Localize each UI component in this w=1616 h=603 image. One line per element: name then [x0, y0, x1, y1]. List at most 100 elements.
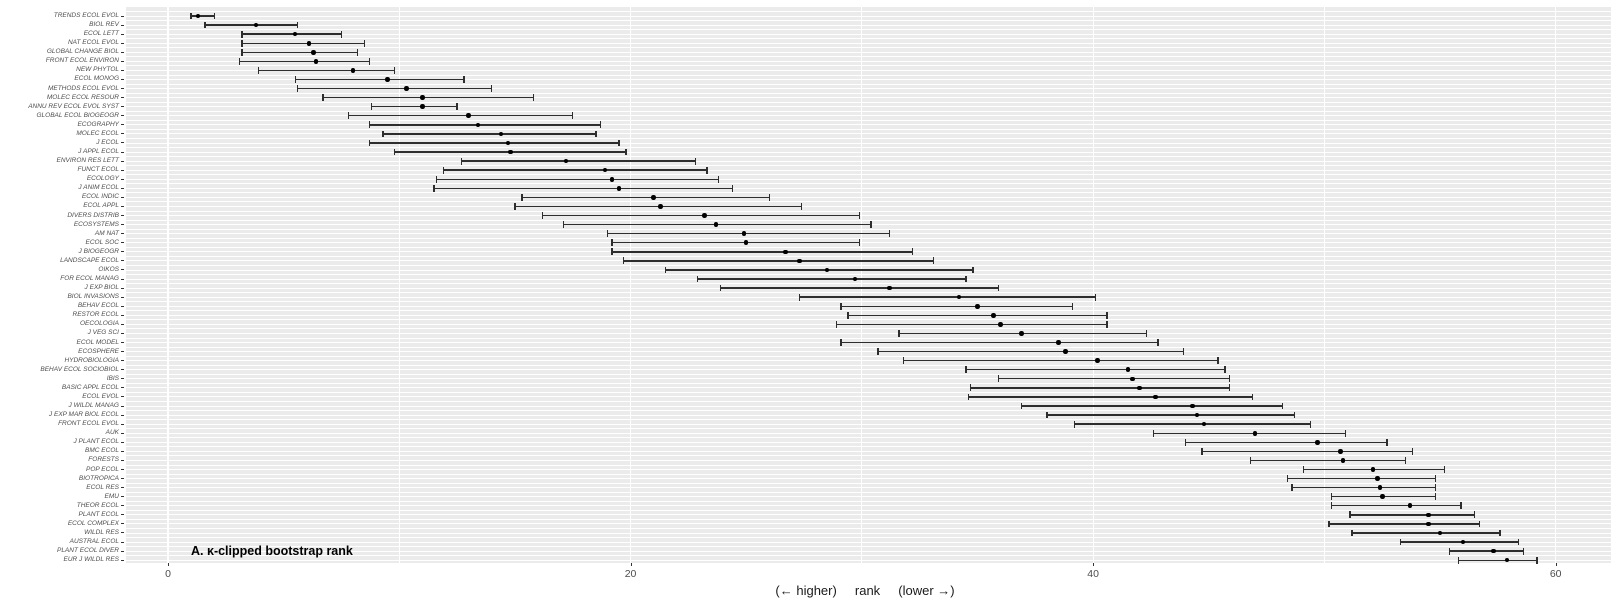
ci-cap-upper: [1094, 293, 1097, 301]
h-gridline: [126, 382, 1611, 384]
h-gridline: [126, 60, 1611, 62]
ci-interval-line: [436, 178, 719, 180]
x-axis-title-gap: [880, 583, 898, 598]
y-tick-mark: [121, 251, 124, 253]
h-gridline: [126, 101, 1611, 103]
h-gridline: [126, 546, 1611, 548]
ci-cap-upper: [997, 284, 999, 292]
h-gridline: [126, 364, 1611, 366]
y-axis-label: ECOL SOC: [85, 238, 119, 246]
y-axis-label: BMC ECOL: [85, 447, 119, 455]
h-gridline: [126, 42, 1611, 44]
rank-point: [1426, 512, 1431, 518]
ci-cap-upper: [1434, 484, 1437, 492]
ci-cap-lower: [1448, 547, 1450, 555]
h-gridline: [126, 137, 1611, 139]
ci-cap-upper: [706, 166, 708, 174]
rank-point: [602, 167, 608, 173]
h-gridline: [126, 537, 1611, 538]
x-tick-mark: [630, 562, 632, 566]
y-axis-label: J ECOL: [96, 138, 119, 146]
x-tick-mark: [1093, 562, 1095, 566]
rank-point: [658, 204, 663, 209]
h-gridline: [126, 196, 1611, 198]
rank-point: [998, 322, 1003, 327]
ci-cap-upper: [572, 112, 574, 120]
h-gridline: [126, 401, 1611, 402]
ci-cap-lower: [997, 375, 999, 383]
ci-cap-upper: [972, 266, 974, 274]
ci-interval-line: [443, 169, 707, 171]
y-tick-mark: [121, 178, 124, 180]
ci-interval-line: [878, 350, 1184, 353]
y-axis-label: ECOL INDIC: [81, 193, 119, 201]
h-gridline: [126, 97, 1611, 99]
v-gridline-minor: [1324, 6, 1325, 563]
rank-point: [991, 313, 996, 318]
ci-interval-line: [369, 142, 619, 144]
rank-point: [824, 267, 830, 273]
rank-point: [313, 59, 319, 64]
y-axis-label: AUSTRAL ECOL: [69, 538, 119, 546]
ci-cap-upper: [618, 139, 620, 147]
y-axis-label: BASIC APPL ECOL: [61, 383, 119, 391]
h-gridline: [126, 242, 1611, 244]
ci-cap-lower: [1046, 411, 1048, 419]
ci-interval-line: [322, 96, 534, 99]
rank-point: [1125, 367, 1131, 373]
ci-cap-upper: [532, 94, 535, 102]
ci-cap-upper: [1217, 357, 1219, 365]
y-axis-label: NAT ECOL EVOL: [67, 39, 119, 47]
ci-cap-lower: [562, 221, 565, 228]
h-gridline: [126, 6, 1611, 8]
h-gridline: [126, 119, 1611, 121]
y-axis-label: DIVERS DISTRIB: [67, 211, 119, 219]
ci-cap-upper: [356, 48, 359, 56]
x-tick-label: 60: [1549, 567, 1562, 580]
h-gridline: [126, 33, 1611, 35]
rank-point: [1190, 403, 1195, 409]
rank-point: [498, 131, 504, 137]
rank-point: [403, 86, 409, 91]
h-gridline: [126, 147, 1611, 148]
y-tick-mark: [121, 133, 124, 135]
h-gridline: [126, 396, 1611, 398]
rank-point: [1063, 349, 1068, 354]
ci-cap-lower: [1328, 520, 1330, 528]
rank-point: [306, 40, 312, 46]
ci-cap-lower: [1201, 447, 1203, 455]
rank-point: [292, 31, 298, 37]
ci-interval-line: [1046, 414, 1295, 416]
ci-cap-upper: [694, 157, 696, 165]
h-gridline: [126, 555, 1611, 557]
ci-interval-line: [836, 323, 1107, 326]
y-axis-label: MOLEC ECOL RESOUR: [46, 93, 119, 101]
y-tick-mark: [121, 205, 124, 207]
h-gridline: [126, 83, 1611, 85]
x-axis-title-higher-hint: (← higher): [775, 583, 837, 598]
rank-point: [1460, 539, 1466, 545]
ci-cap-upper: [1499, 529, 1501, 537]
ci-cap-lower: [296, 85, 299, 92]
h-gridline: [126, 228, 1611, 230]
ci-interval-line: [968, 396, 1253, 398]
ci-cap-upper: [1474, 511, 1476, 519]
ci-cap-upper: [1434, 493, 1437, 501]
h-gridline: [126, 156, 1611, 158]
y-axis-label: MOLEC ECOL: [76, 129, 119, 137]
ci-cap-lower: [204, 21, 206, 29]
ci-cap-lower: [382, 130, 384, 138]
y-tick-mark: [121, 69, 124, 71]
ci-interval-line: [521, 196, 770, 199]
rank-point: [253, 22, 259, 28]
ci-cap-upper: [1536, 556, 1538, 564]
y-axis-label: J EXP MAR BIOL ECOL: [48, 411, 119, 419]
y-tick-mark: [121, 305, 124, 307]
x-tick-label: 20: [624, 567, 637, 580]
x-tick-mark: [1555, 562, 1557, 566]
h-gridline: [126, 301, 1611, 303]
y-tick-mark: [121, 124, 124, 126]
y-axis-label: EUR J WILDL RES: [63, 556, 119, 564]
h-gridline: [126, 151, 1611, 153]
h-gridline: [126, 328, 1611, 330]
